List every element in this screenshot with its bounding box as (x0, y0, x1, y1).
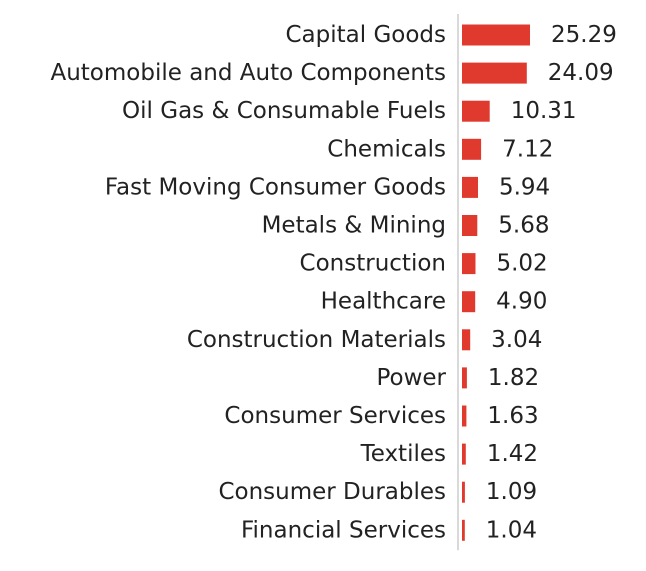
bar (462, 253, 476, 275)
bar (462, 405, 467, 427)
category-label: Automobile and Auto Components (50, 60, 446, 86)
bar (462, 138, 482, 160)
category-label: Healthcare (321, 289, 446, 315)
bar (462, 176, 478, 198)
bar (462, 329, 471, 351)
bar (462, 24, 530, 46)
category-label: Construction Materials (187, 327, 446, 353)
bar (462, 443, 466, 465)
value-label: 1.42 (487, 441, 538, 467)
bar (462, 519, 465, 541)
category-label: Capital Goods (285, 22, 446, 48)
bar (462, 481, 465, 503)
category-label: Fast Moving Consumer Goods (105, 174, 446, 200)
bar (462, 291, 476, 313)
bar (462, 100, 490, 122)
value-label: 25.29 (551, 22, 617, 48)
value-label: 3.04 (491, 327, 542, 353)
bar (462, 62, 527, 84)
category-label: Power (376, 365, 446, 391)
value-label: 24.09 (548, 60, 614, 86)
value-label: 1.82 (488, 365, 539, 391)
value-label: 1.09 (486, 479, 537, 505)
value-label: 7.12 (502, 136, 553, 162)
value-label: 5.68 (498, 213, 549, 239)
category-label: Textiles (360, 441, 446, 467)
value-label: 1.04 (486, 517, 537, 543)
category-label: Metals & Mining (262, 213, 446, 239)
bar (462, 367, 467, 389)
category-labels-layer: Capital Goods Automobile and Auto Compone… (50, 22, 446, 543)
value-label: 5.94 (499, 174, 550, 200)
value-label: 1.63 (487, 403, 538, 429)
category-label: Oil Gas & Consumable Fuels (122, 98, 446, 124)
category-label: Construction (300, 251, 446, 277)
category-label: Financial Services (241, 517, 446, 543)
bars-layer (462, 24, 530, 541)
category-label: Consumer Services (224, 403, 446, 429)
value-label: 10.31 (511, 98, 577, 124)
value-label: 4.90 (496, 289, 547, 315)
category-label: Consumer Durables (218, 479, 446, 505)
category-label: Chemicals (327, 136, 446, 162)
value-labels-layer: 25.29 24.09 10.31 7.12 5.94 5.68 5.02 4.90 3.04 1… (486, 22, 617, 543)
value-label: 5.02 (496, 251, 547, 277)
bar (462, 215, 478, 236)
